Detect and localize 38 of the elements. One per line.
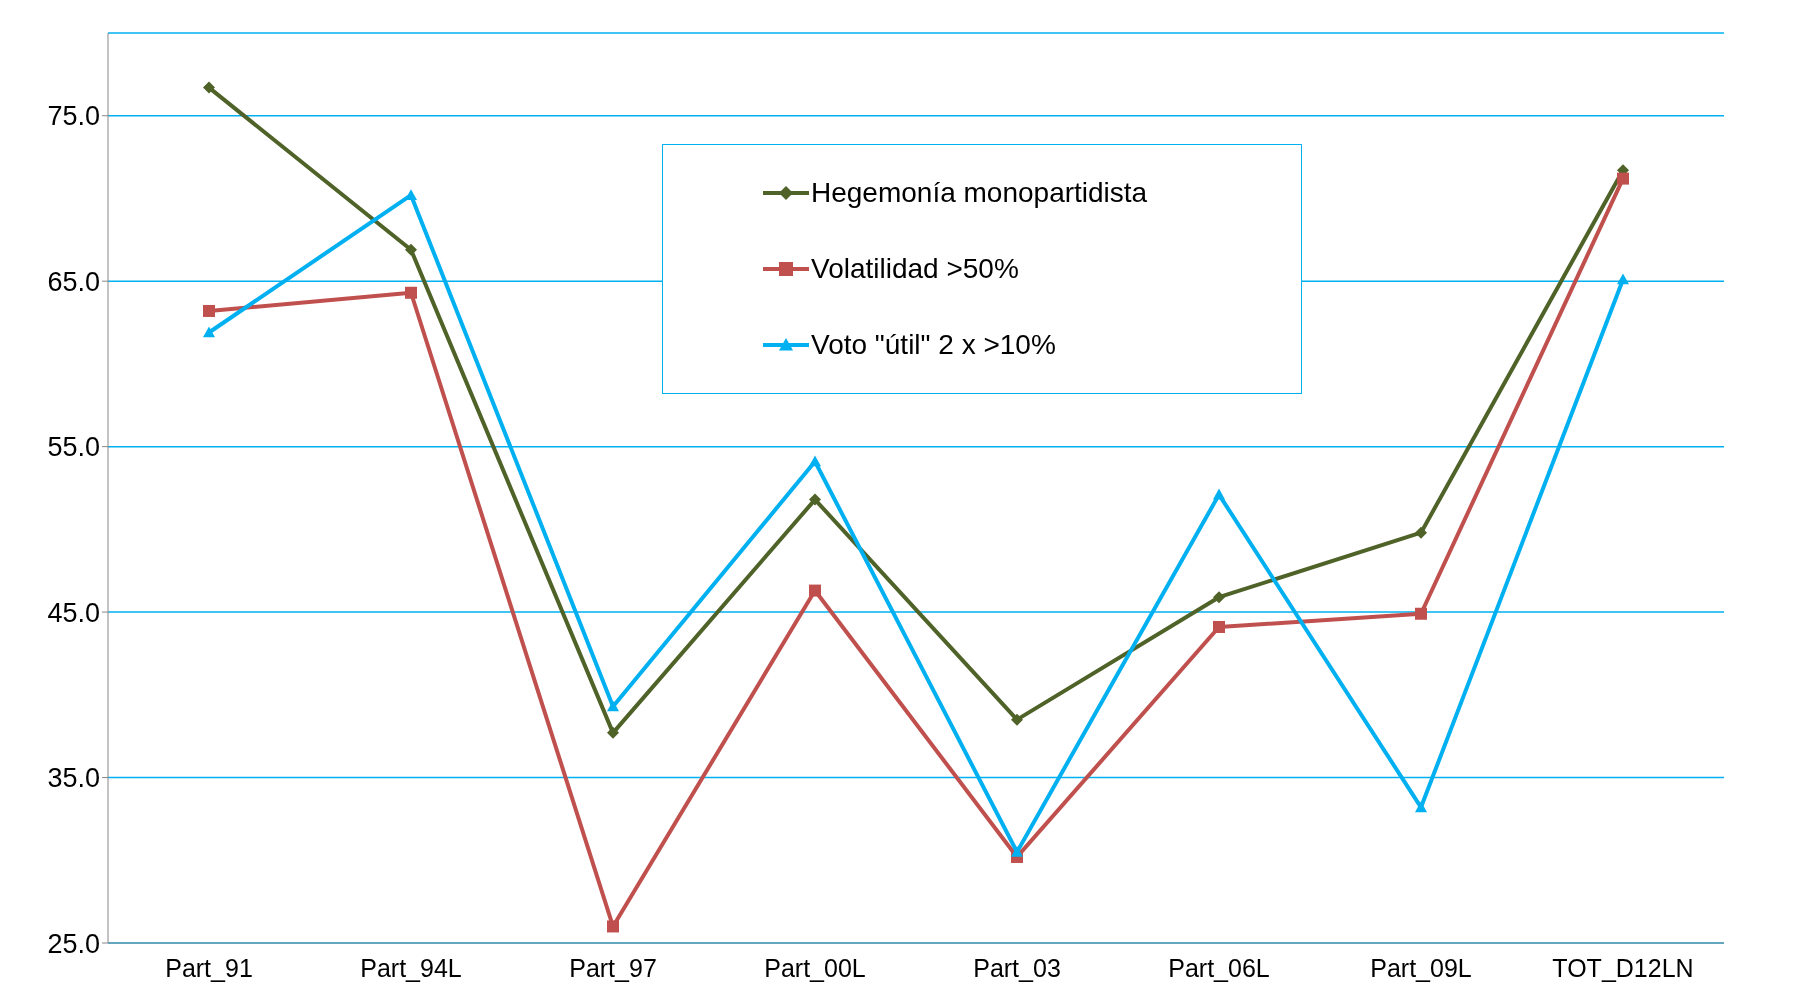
point [809,493,821,506]
y-tick-label: 65.0 [47,266,100,297]
point [405,243,417,256]
y-tick-label: 35.0 [47,763,100,794]
point [1415,801,1427,813]
y-tick-label: 45.0 [47,597,100,628]
point [607,920,619,933]
point [203,304,215,317]
point [1415,526,1427,539]
legend-label: Volatilidad >50% [811,253,1019,285]
x-tick-label: Part_94L [360,953,462,982]
point [405,286,417,299]
legend-label: Voto "útil" 2 x >10% [811,329,1056,361]
y-tick-label: 75.0 [47,101,100,132]
point [809,455,821,467]
point [1617,172,1629,185]
x-tick-label: Part_03 [973,953,1061,982]
point [809,584,821,597]
x-tick-label: Part_09L [1370,953,1472,982]
point [607,726,619,739]
point [203,81,215,94]
point [607,700,619,712]
point [1415,607,1427,620]
point [1011,713,1023,726]
y-tick-label: 55.0 [47,432,100,463]
point [203,326,215,338]
x-tick-label: Part_91 [165,953,253,982]
x-tick-label: Part_06L [1168,953,1270,982]
y-tick-label: 25.0 [47,928,100,959]
legend-label: Hegemonía monopartidista [811,177,1148,209]
x-tick-label: TOT_D12LN [1552,953,1694,982]
x-tick-label: Part_97 [569,953,657,982]
point [1213,488,1225,500]
x-tick-label: Part_00L [764,953,866,982]
point [1011,846,1023,857]
point [1213,591,1225,604]
point [1617,273,1629,285]
point [1213,620,1225,633]
